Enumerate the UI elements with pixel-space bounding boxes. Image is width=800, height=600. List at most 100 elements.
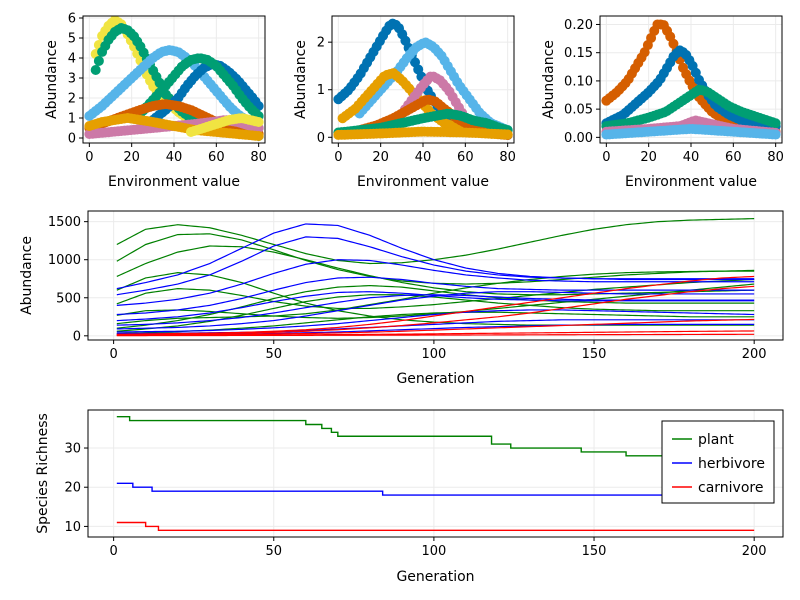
x-tick-label: 0 — [109, 544, 117, 559]
series-8 — [185, 113, 264, 137]
x-tick-label: 0 — [109, 347, 117, 362]
x-tick-label: 0 — [334, 150, 342, 165]
chart-env-herbivores: 0 20 40 60 80 0 1 2 Environment value Abundance — [293, 15, 516, 190]
x-tick-label: 60 — [457, 150, 474, 165]
series-line-10 — [116, 223, 755, 290]
plot-area — [116, 218, 755, 337]
series-line-0 — [116, 218, 755, 265]
plot-area — [601, 19, 781, 140]
y-tick-label: 1 — [68, 112, 76, 127]
chart-species-richness: 0 50 100 150 200 10 20 30 Generation Species Rich… — [35, 409, 784, 585]
y-tick-label: 500 — [56, 291, 81, 306]
data-point — [253, 117, 264, 127]
x-axis-label: Environment value — [625, 174, 757, 190]
series-line-plant — [116, 415, 755, 461]
x-axis-label: Environment value — [357, 174, 489, 190]
data-point — [770, 129, 781, 140]
x-tick-label: 60 — [725, 150, 742, 165]
axes-frame — [87, 409, 784, 538]
y-tick-label: 0.05 — [564, 103, 593, 118]
y-tick-label: 3 — [68, 72, 76, 87]
y-tick-label: 30 — [64, 442, 81, 457]
x-tick-label: 100 — [421, 347, 446, 362]
y-tick-label: 5 — [68, 32, 76, 47]
y-tick-label: 1 — [317, 83, 325, 98]
series-line-24 — [116, 333, 755, 337]
x-tick-label: 150 — [582, 544, 607, 559]
y-axis-label: Abundance — [293, 40, 309, 119]
x-tick-label: 80 — [767, 150, 784, 165]
x-tick-label: 100 — [421, 544, 446, 559]
x-tick-label: 60 — [208, 150, 225, 165]
x-tick-label: 20 — [640, 150, 657, 165]
legend-label-carnivore: carnivore — [698, 480, 763, 496]
series-line-20 — [116, 275, 755, 335]
y-axis-label: Abundance — [19, 236, 35, 315]
y-tick-label: 6 — [68, 12, 76, 27]
data-point — [502, 129, 513, 140]
x-tick-label: 0 — [85, 150, 93, 165]
chart-env-plants: 0 20 40 60 80 0 1 2 3 4 5 6 Environment value Abundan… — [44, 12, 267, 191]
x-tick-label: 20 — [372, 150, 389, 165]
series-line-2 — [116, 245, 755, 296]
plot-area — [84, 16, 264, 141]
plot-area — [333, 18, 513, 140]
y-axis-label: Species Richness — [35, 413, 51, 534]
data-point — [253, 131, 264, 141]
x-tick-label: 40 — [166, 150, 183, 165]
series-line-15 — [116, 294, 755, 326]
data-point — [93, 55, 104, 66]
chart-abundance-time: 0 50 100 150 200 0 500 1000 1500 Generation Abunda… — [19, 210, 784, 387]
series-line-22 — [116, 318, 755, 336]
x-axis-label: Environment value — [108, 174, 240, 190]
y-tick-label: 0.15 — [564, 46, 593, 61]
series-line-16 — [116, 291, 755, 330]
y-tick-label: 0 — [73, 329, 81, 344]
series-6 — [333, 126, 513, 140]
series-line-17 — [116, 309, 755, 333]
x-tick-label: 40 — [415, 150, 432, 165]
y-tick-label: 20 — [64, 481, 81, 496]
y-tick-label: 0.10 — [564, 74, 593, 89]
legend: plant herbivore carnivore — [661, 420, 775, 504]
y-tick-label: 2 — [317, 36, 325, 51]
x-tick-label: 50 — [265, 544, 282, 559]
series-4 — [601, 124, 781, 140]
x-tick-label: 40 — [683, 150, 700, 165]
series-line-11 — [116, 236, 755, 296]
y-tick-label: 1000 — [48, 253, 81, 268]
axes-frame — [87, 210, 784, 341]
plot-area — [116, 415, 755, 532]
series-line-12 — [116, 259, 755, 306]
legend-label-herbivore: herbivore — [698, 456, 765, 472]
series-line-13 — [116, 276, 755, 316]
y-tick-label: 4 — [68, 52, 76, 67]
x-tick-label: 50 — [265, 347, 282, 362]
x-tick-label: 20 — [123, 150, 140, 165]
chart-env-carnivores: 0 20 40 60 80 0.00 0.05 0.10 0.15 0.20 Environment… — [541, 15, 784, 190]
y-tick-label: 0 — [317, 131, 325, 146]
y-tick-label: 1500 — [48, 215, 81, 230]
series-line-6 — [116, 270, 755, 325]
x-tick-label: 200 — [742, 347, 767, 362]
series-7 — [84, 113, 264, 141]
x-tick-label: 80 — [499, 150, 516, 165]
series-line-herbivore — [116, 482, 755, 496]
data-point — [770, 118, 781, 129]
y-axis-label: Abundance — [541, 40, 557, 119]
x-axis-label: Generation — [396, 569, 474, 585]
x-tick-label: 200 — [742, 544, 767, 559]
series-line-9 — [116, 311, 755, 335]
x-tick-label: 0 — [602, 150, 610, 165]
series-line-21 — [116, 285, 755, 336]
y-axis-label: Abundance — [44, 40, 60, 119]
y-tick-label: 2 — [68, 92, 76, 107]
y-tick-label: 0 — [68, 132, 76, 147]
y-tick-label: 10 — [64, 520, 81, 535]
y-tick-label: 0.00 — [564, 131, 593, 146]
legend-box — [661, 420, 775, 504]
x-tick-label: 80 — [250, 150, 267, 165]
series-line-carnivore — [116, 521, 755, 532]
x-axis-label: Generation — [396, 371, 474, 387]
